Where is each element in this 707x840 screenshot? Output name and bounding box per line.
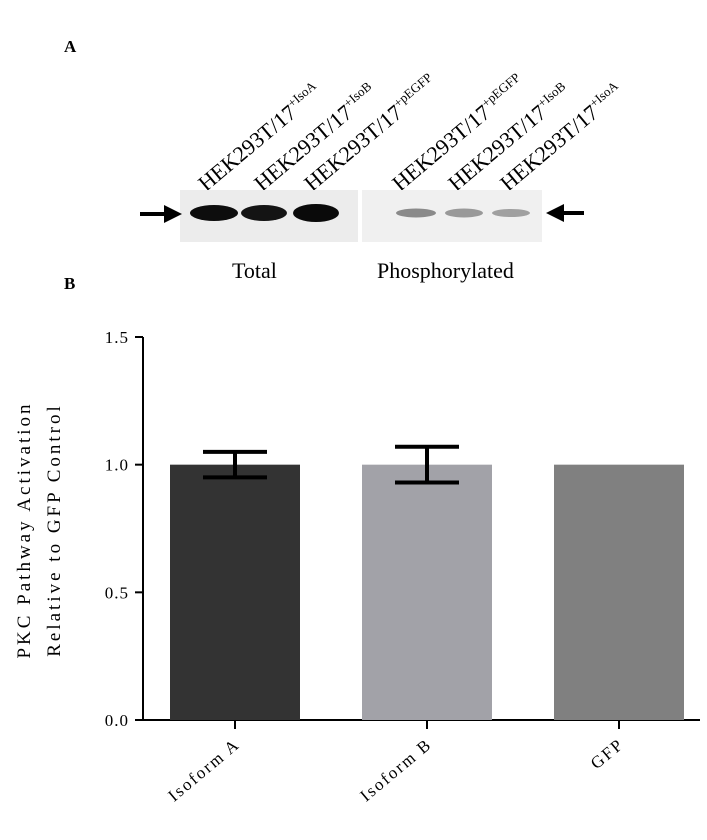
blot-bands — [190, 204, 530, 222]
y-axis-title-line2: Relative to GFP Control — [44, 403, 65, 657]
blot-band — [396, 208, 436, 218]
error-bar — [395, 444, 459, 485]
x-category-label: Isoform B — [356, 735, 435, 806]
y-tick-label: 1.5 — [105, 328, 129, 347]
bar — [554, 464, 684, 720]
y-axis-title-line1: PKC Pathway Activation — [14, 401, 35, 658]
right-arrow-icon — [546, 204, 584, 222]
blot-band — [190, 205, 238, 221]
error-bar — [203, 449, 267, 480]
left-arrow-icon — [140, 205, 182, 223]
phosphorylated-label: Phosphorylated — [377, 258, 514, 283]
panel-b-label: B — [64, 274, 76, 293]
total-label: Total — [232, 258, 277, 283]
y-axis-title: PKC Pathway Activation Relative to GFP C… — [14, 401, 65, 658]
y-tick-label: 0.5 — [105, 583, 129, 602]
western-blot: HEK293T/17+IsoAHEK293T/17+IsoBHEK293T/17… — [140, 70, 621, 283]
blot-band — [445, 208, 483, 218]
panel-a-label: A — [64, 37, 77, 56]
x-category-label: GFP — [587, 735, 628, 773]
blot-band — [241, 205, 287, 221]
y-tick-label: 1.0 — [105, 456, 129, 475]
bar — [170, 464, 300, 720]
blot-band — [293, 204, 339, 222]
y-tick-label: 0.0 — [105, 711, 129, 730]
plot-area: 0.0 0.5 1.0 1.5 Isoform A Isoform B GFP — [105, 328, 700, 805]
x-category-label: Isoform A — [164, 735, 243, 806]
bar — [362, 464, 492, 720]
blot-band — [492, 209, 530, 217]
